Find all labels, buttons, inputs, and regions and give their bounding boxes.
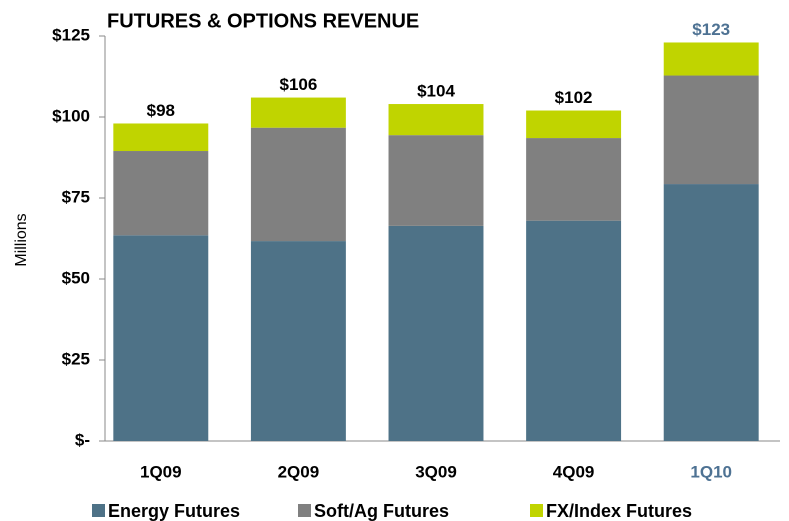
total-label: $104 xyxy=(417,82,455,101)
bar-segment xyxy=(113,151,209,236)
bar-segment xyxy=(663,75,759,185)
y-tick-label: $125 xyxy=(52,25,90,44)
y-axis-label: Millions xyxy=(13,213,30,266)
x-tick-label: 3Q09 xyxy=(415,462,457,481)
legend-swatch xyxy=(92,504,105,517)
legend-swatch xyxy=(298,504,311,517)
bar-segment xyxy=(113,235,209,441)
bar-segment xyxy=(388,225,484,441)
bar-segment xyxy=(250,127,346,242)
x-tick-label: 2Q09 xyxy=(278,462,320,481)
y-tick-label: $- xyxy=(75,430,90,449)
bar-segment xyxy=(250,97,346,128)
legend-label: FX/Index Futures xyxy=(546,501,692,521)
bar-segment xyxy=(663,42,759,76)
total-label: $106 xyxy=(279,75,317,94)
bar-segment xyxy=(388,135,484,226)
legend-label: Soft/Ag Futures xyxy=(314,501,449,521)
bar-segment xyxy=(250,241,346,441)
x-tick-label: 1Q10 xyxy=(690,462,732,481)
bar-segment xyxy=(388,104,484,136)
bar-segment xyxy=(663,184,759,441)
y-tick-label: $50 xyxy=(62,268,90,287)
y-tick-label: $75 xyxy=(62,187,90,206)
bar-segment xyxy=(113,123,209,152)
bar-segment xyxy=(526,110,622,139)
x-tick-label: 1Q09 xyxy=(140,462,182,481)
y-tick-label: $100 xyxy=(52,106,90,125)
legend-swatch xyxy=(530,504,543,517)
chart-title: FUTURES & OPTIONS REVENUE xyxy=(107,10,419,32)
x-tick-label: 4Q09 xyxy=(553,462,595,481)
bar-segment xyxy=(526,220,622,441)
total-label: $123 xyxy=(692,20,730,39)
total-label: $98 xyxy=(147,101,175,120)
total-label: $102 xyxy=(555,88,593,107)
y-tick-label: $25 xyxy=(62,349,90,368)
bar-segment xyxy=(526,138,622,221)
legend-label: Energy Futures xyxy=(108,501,240,521)
